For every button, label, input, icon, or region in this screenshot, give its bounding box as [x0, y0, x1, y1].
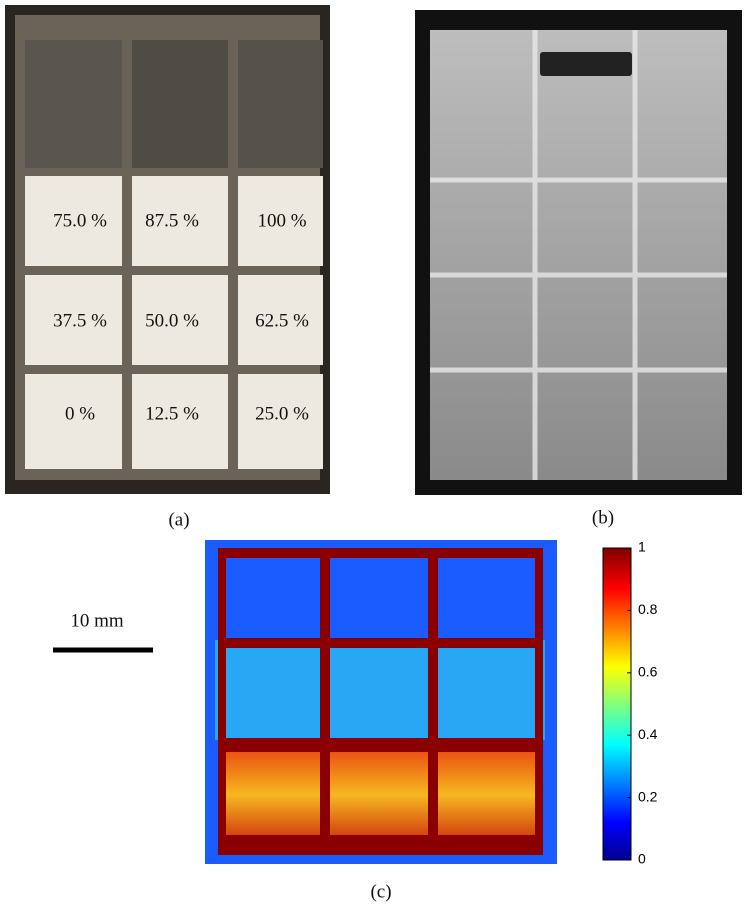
colorbar-tick-label: 0.6	[638, 664, 658, 680]
scale-bar-label: 10 mm	[70, 610, 124, 631]
cell-label: 37.5 %	[53, 310, 107, 331]
colorbar-tick-label: 0.2	[638, 788, 658, 804]
colorbar-tick-label: 0	[638, 851, 646, 867]
figure: 75.0 %87.5 %100 %37.5 %50.0 %62.5 %0 %12…	[0, 0, 752, 909]
cell-label: 12.5 %	[145, 403, 199, 424]
page: 75.0 %87.5 %100 %37.5 %50.0 %62.5 %0 %12…	[0, 0, 752, 914]
caption: (b)	[592, 507, 614, 528]
photo-b	[415, 10, 742, 495]
cell-label: 25.0 %	[255, 403, 309, 424]
cell-label: 0 %	[65, 403, 95, 424]
cell-label: 62.5 %	[255, 310, 309, 331]
colorbar	[603, 548, 631, 860]
cell-label: 50.0 %	[145, 310, 199, 331]
colorbar-tick-label: 0.4	[638, 726, 658, 742]
heatmap	[205, 540, 557, 864]
colorbar-tick-label: 1	[638, 539, 646, 555]
cell-label: 100 %	[257, 210, 306, 231]
caption: (a)	[168, 509, 189, 530]
cell-label: 75.0 %	[53, 210, 107, 231]
caption: (c)	[370, 881, 391, 902]
cell-label: 87.5 %	[145, 210, 199, 231]
colorbar-tick-label: 0.8	[638, 601, 658, 617]
